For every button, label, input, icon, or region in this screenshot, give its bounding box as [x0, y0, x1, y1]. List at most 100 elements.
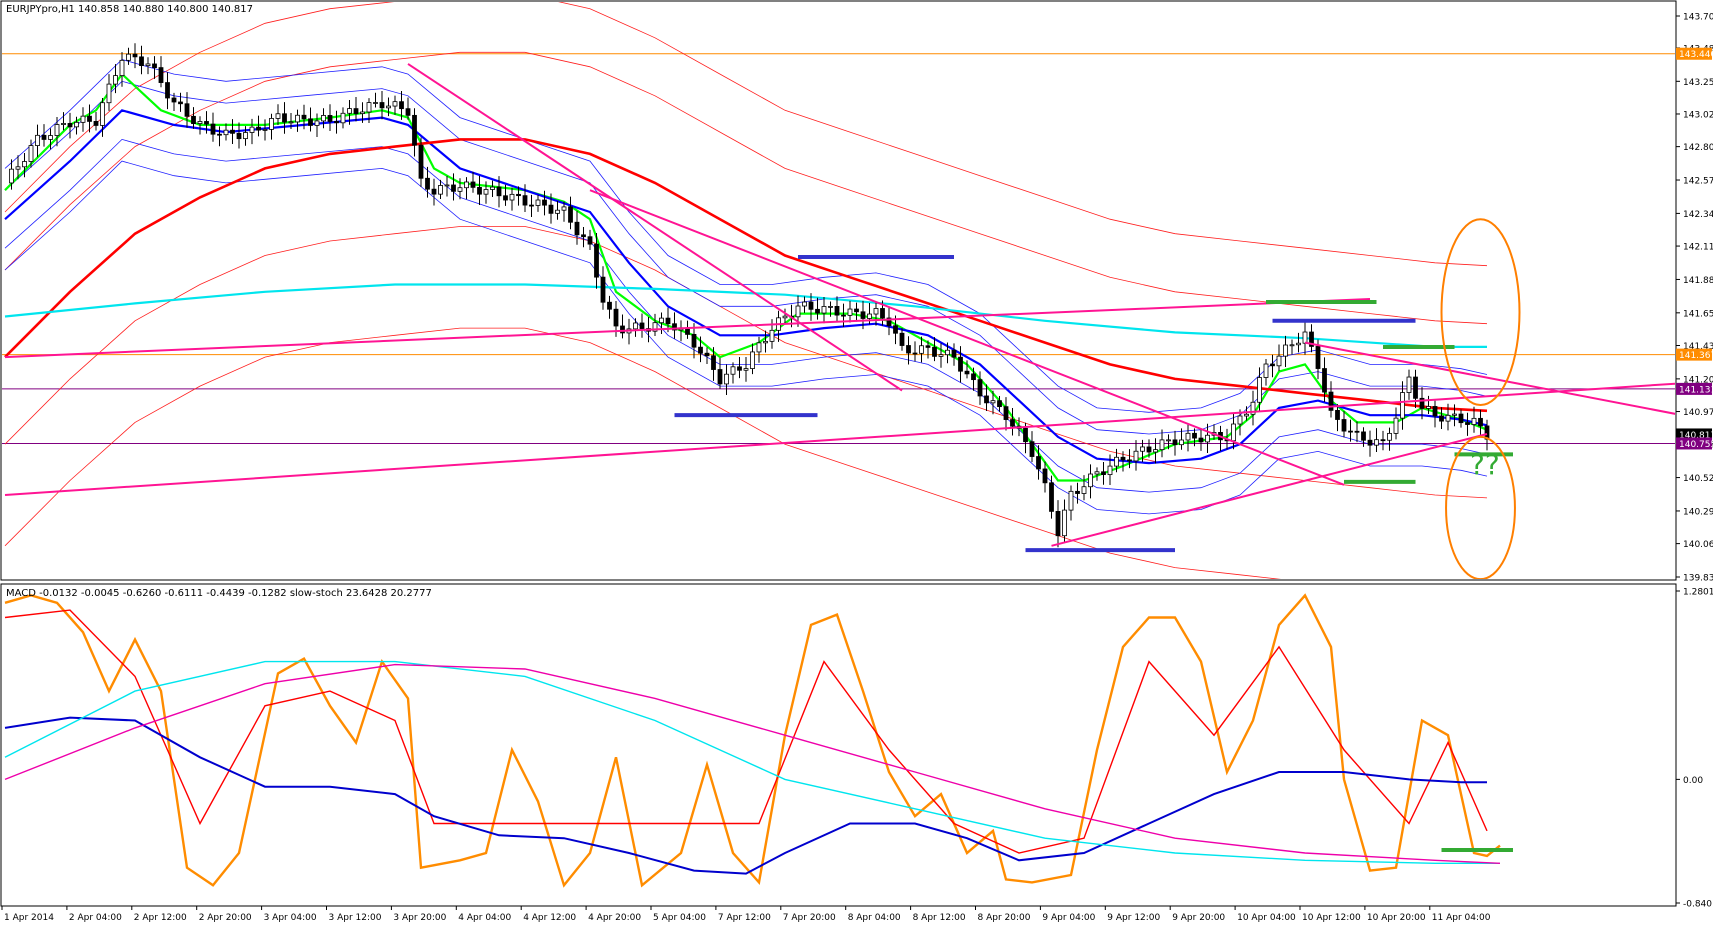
price-tick-label: 142.800 [1683, 143, 1713, 153]
price-tick-label: 139.835 [1683, 574, 1713, 584]
bull-candle [1185, 432, 1191, 441]
bull-candle [444, 184, 450, 187]
question-marks-annotation: ?? [1470, 448, 1500, 481]
bull-candle [483, 189, 489, 195]
bear-candle [984, 395, 989, 404]
bull-candle [243, 132, 248, 140]
bear-candle [548, 204, 554, 214]
bull-candle [1107, 465, 1113, 476]
bear-candle [587, 236, 593, 245]
bear-candle [1192, 432, 1197, 439]
bear-candle [412, 114, 417, 146]
time-tick-label: 10 Apr 04:00 [1237, 913, 1296, 923]
price-tick-label: 141.885 [1683, 276, 1713, 286]
bear-candle [431, 188, 437, 195]
trend-line [4, 298, 1371, 359]
moving-average-line [4, 138, 1488, 413]
price-label-box [1676, 382, 1712, 395]
bull-candle [126, 53, 131, 61]
bull-candle [457, 187, 463, 192]
bull-candle [1400, 392, 1405, 419]
time-tick-label: 11 Apr 04:00 [1432, 913, 1491, 923]
bull-candle [1062, 509, 1067, 537]
bull-candle [633, 322, 638, 330]
bull-candle [763, 340, 768, 344]
bull-candle [945, 349, 950, 356]
bear-candle [1003, 406, 1009, 420]
bear-candle [1335, 409, 1340, 420]
time-tick-label: 2 Apr 20:00 [199, 913, 252, 923]
price-tick-label: 142.570 [1683, 177, 1713, 187]
bull-candle [1406, 376, 1412, 393]
bull-candle [1133, 450, 1139, 462]
bear-candle [191, 115, 196, 124]
bear-candle [282, 113, 287, 123]
oscillator-line [4, 716, 1487, 875]
bull-candle [938, 354, 944, 357]
oscillator-line [4, 660, 1500, 864]
bull-candle [295, 114, 300, 123]
bear-candle [308, 118, 313, 126]
bear-candle [600, 276, 606, 303]
bear-candle [379, 102, 385, 109]
bull-candle [1393, 417, 1399, 434]
bear-candle [1413, 376, 1418, 399]
bull-candle [782, 315, 788, 319]
bull-candle [1257, 377, 1262, 403]
bollinger-band-line [4, 138, 1488, 493]
bear-candle [860, 311, 866, 319]
bear-candle [230, 129, 235, 134]
bull-candle [990, 400, 996, 404]
price-plot-area [2, 2, 1675, 579]
bear-candle [1146, 446, 1152, 453]
trend-line [407, 63, 903, 392]
bull-candle [54, 124, 60, 136]
bear-candle [568, 206, 573, 223]
bull-candle [1276, 355, 1282, 367]
bear-candle [964, 370, 970, 375]
bull-candle [1205, 434, 1210, 443]
bear-candle [893, 325, 898, 334]
bull-candle [1244, 413, 1249, 417]
time-tick-label: 3 Apr 20:00 [393, 913, 446, 923]
bull-candle [249, 126, 255, 133]
bull-candle [1263, 363, 1269, 378]
time-tick-label: 4 Apr 20:00 [588, 913, 641, 923]
bull-candle [275, 113, 281, 119]
bear-candle [301, 114, 307, 120]
bear-candle [841, 314, 846, 317]
bear-candle [353, 108, 359, 114]
price-pane-header: EURJPYpro,H1 140.858 140.880 140.800 140… [6, 4, 253, 15]
bull-candle [392, 101, 398, 107]
time-tick-label: 5 Apr 04:00 [653, 913, 706, 923]
bear-candle [932, 346, 937, 357]
bear-candle [815, 308, 820, 314]
oscillator-line [4, 609, 1488, 854]
bull-candle [1374, 439, 1379, 446]
price-axis: 143.700143.480143.250143.025142.800142.5… [1676, 13, 1713, 910]
bear-candle [717, 369, 723, 385]
bull-candle [652, 322, 658, 332]
time-tick-label: 2 Apr 12:00 [134, 913, 187, 923]
bull-candle [1302, 331, 1308, 344]
bull-candle [1231, 423, 1236, 442]
bull-candle [223, 129, 229, 136]
oscillator-plot-area [4, 593, 1513, 888]
bull-candle [197, 121, 203, 124]
bear-candle [1341, 419, 1347, 432]
bull-candle [1289, 344, 1295, 347]
bull-candle [1250, 401, 1256, 415]
bull-candle [1140, 446, 1145, 452]
oscillator-tick-label: 1.2801 [1683, 588, 1713, 598]
time-tick-label: 4 Apr 04:00 [458, 913, 511, 923]
time-tick-label: 7 Apr 12:00 [718, 913, 771, 923]
bull-candle [730, 366, 736, 375]
bear-candle [1367, 439, 1373, 446]
bear-candle [1380, 439, 1386, 442]
bear-candle [178, 101, 183, 105]
price-tick-label: 143.250 [1683, 78, 1713, 88]
bull-candle [1296, 342, 1301, 346]
bear-candle [1484, 425, 1490, 440]
